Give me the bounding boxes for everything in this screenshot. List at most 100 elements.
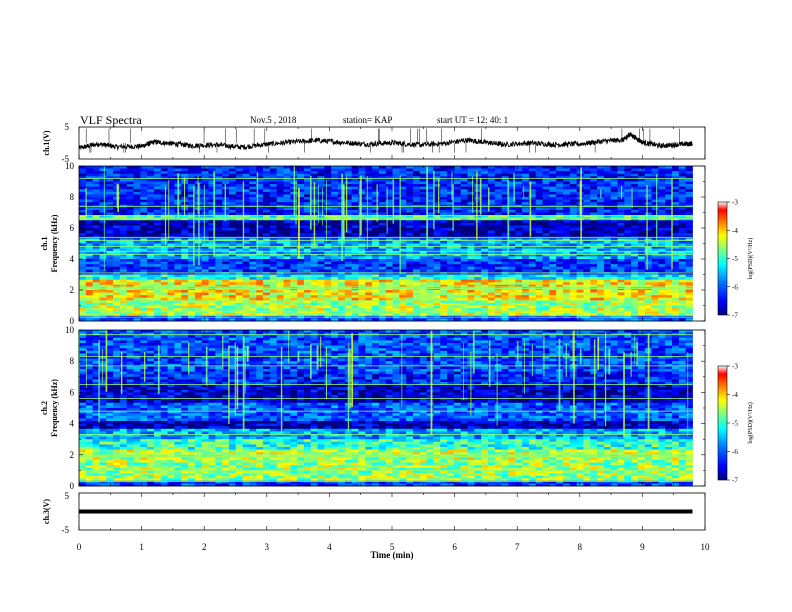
spectrogram-cell xyxy=(419,171,428,175)
spectrogram-cell xyxy=(467,202,475,206)
spectrogram-cell xyxy=(222,246,230,250)
spectrogram-cell xyxy=(637,297,646,301)
spectrogram-cell xyxy=(419,274,428,278)
spectrogram-cell xyxy=(426,271,434,275)
spectrogram-cell xyxy=(208,284,216,288)
spectrogram-cell xyxy=(631,246,639,250)
spectrogram-cell xyxy=(419,217,428,221)
spectrogram-cell xyxy=(508,300,516,304)
spectrogram-cell xyxy=(569,230,577,234)
spectrogram-cell xyxy=(208,220,216,224)
spectrogram-cell xyxy=(147,186,155,190)
spectrogram-cell xyxy=(392,194,400,198)
spectrogram-cell xyxy=(678,274,687,278)
spectrogram-cell xyxy=(678,246,687,250)
spectrogram-cell xyxy=(549,295,557,299)
spectrogram-cell xyxy=(651,166,659,169)
spectrogram-cell xyxy=(85,171,94,175)
spectrogram-cell xyxy=(535,238,543,242)
spectrogram-cell xyxy=(372,178,380,182)
spectrogram-cell xyxy=(160,215,169,219)
spectrogram-cell xyxy=(263,297,271,301)
spectrogram-cell xyxy=(617,259,625,262)
spectrogram-cell xyxy=(276,266,284,270)
spectrogram-cell xyxy=(617,261,625,265)
spectrogram-cell xyxy=(133,282,141,286)
spectrogram-cell xyxy=(583,168,591,172)
spectrogram-cell xyxy=(310,264,318,268)
spectrogram-cell xyxy=(378,302,387,306)
spectrogram-cell xyxy=(358,300,366,304)
spectrogram-cell xyxy=(542,300,550,304)
spectrogram-cell xyxy=(556,173,564,177)
spectrogram-cell xyxy=(685,274,693,278)
spectrogram-cell xyxy=(678,209,687,213)
spectrogram-cell xyxy=(665,253,673,257)
spectrogram-cell xyxy=(597,261,605,265)
spectrogram-cell xyxy=(569,186,577,190)
spectrogram-cell xyxy=(324,264,332,268)
spectrogram-cell xyxy=(147,277,155,281)
spectrogram-cell xyxy=(385,233,393,237)
spectrogram-cell xyxy=(283,171,291,175)
spectrogram-cell xyxy=(338,274,346,278)
spectrogram-cell xyxy=(147,256,155,260)
spectrogram-cell xyxy=(181,271,189,275)
spectrogram-cell xyxy=(358,277,366,281)
spectrogram-cell xyxy=(263,173,271,177)
spectrogram-cell xyxy=(556,189,564,193)
spectrogram-cell xyxy=(528,287,537,291)
spectrogram-cell xyxy=(153,199,162,203)
spectrogram-cell xyxy=(542,266,550,270)
spectrogram-cell xyxy=(106,274,114,278)
spectrogram-cell xyxy=(583,287,591,291)
spectrogram-cell xyxy=(310,302,318,306)
spectrogram-cell xyxy=(79,305,87,309)
spectrogram-cell xyxy=(290,287,298,291)
spectrogram-cell xyxy=(672,271,680,275)
spectrogram-cell xyxy=(297,189,305,193)
spectrogram-cell xyxy=(147,222,155,226)
spectrogram-cell xyxy=(501,202,509,206)
spectrogram-cell xyxy=(174,269,182,273)
spectrogram-cell xyxy=(460,266,468,270)
spectrogram-cell xyxy=(481,189,489,193)
spectrogram-cell xyxy=(440,171,448,175)
spectrogram-cell xyxy=(317,274,325,278)
spectrogram-cell xyxy=(453,189,462,193)
spectrogram-cell xyxy=(99,253,107,257)
spectrogram-cell xyxy=(228,248,237,252)
spectrogram-cell xyxy=(297,305,305,309)
spectrogram-cell xyxy=(576,251,584,255)
spectrogram-cell xyxy=(235,300,243,304)
spectrogram-cell xyxy=(194,292,203,296)
spectrogram-cell xyxy=(569,295,577,299)
spectrogram-cell xyxy=(576,292,584,296)
spectrogram-cell xyxy=(365,230,373,234)
spectrogram-cell xyxy=(303,238,312,242)
spectrogram-cell xyxy=(365,222,373,226)
spectrogram-cell xyxy=(549,207,557,211)
spectrogram-cell xyxy=(378,197,387,200)
spectrogram-cell xyxy=(106,197,114,200)
spectrogram-cell xyxy=(467,225,475,229)
spectrogram-cell xyxy=(467,284,475,288)
spectrogram-cell xyxy=(460,274,468,278)
spectrogram-cell xyxy=(208,302,216,306)
spectrogram-cell xyxy=(324,248,332,252)
spectrogram-cell xyxy=(487,261,496,265)
spectrogram-cell xyxy=(501,207,509,211)
spectrogram-cell xyxy=(651,199,659,203)
spectrogram-cell xyxy=(603,282,612,286)
spectrogram-cell xyxy=(372,284,380,288)
spectrogram-cell xyxy=(235,246,243,250)
spectrogram-cell xyxy=(358,220,366,224)
spectrogram-cell xyxy=(297,194,305,198)
spectrogram-cell xyxy=(678,186,687,190)
spectrogram-cell xyxy=(201,166,209,169)
spectrogram-cell xyxy=(372,207,380,211)
spectrogram-cell xyxy=(317,295,325,299)
spectrogram-cell xyxy=(562,302,571,306)
spectrogram-cell xyxy=(372,274,380,278)
spectrogram-cell xyxy=(460,269,468,273)
